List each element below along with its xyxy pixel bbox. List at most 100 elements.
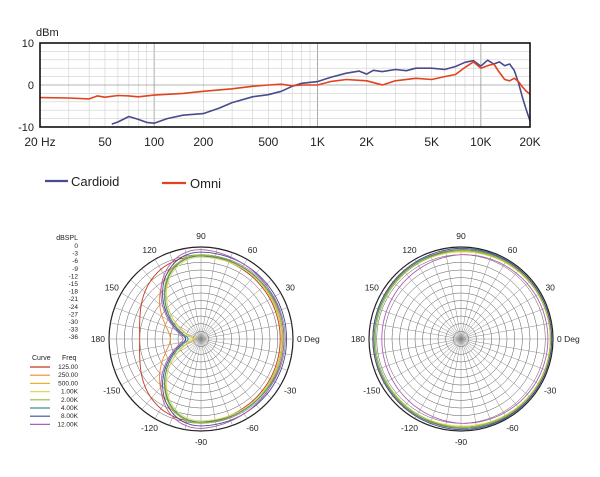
polar-spoke bbox=[121, 292, 202, 340]
series-line-cardioid bbox=[111, 59, 531, 125]
polar-angle-label: 90 bbox=[196, 231, 206, 241]
polar-spoke bbox=[460, 248, 478, 340]
polar-angle-label: 30 bbox=[285, 283, 295, 293]
dbspl-unit-label: dBSPL bbox=[56, 235, 78, 242]
polar-spoke bbox=[460, 338, 548, 371]
dbspl-tick-label: -30 bbox=[69, 319, 79, 326]
polar-spoke bbox=[444, 248, 462, 340]
frequency-response-legend: Cardioid Omni bbox=[45, 174, 221, 191]
polar-plot-cardioid: 90 60 30 0 Deg -30 -60 -90 -120 -150 180 150 120 bbox=[91, 231, 320, 447]
polar-spoke bbox=[200, 338, 218, 430]
polar-angle-label: -90 bbox=[455, 437, 468, 447]
dbspl-tick-label: -12 bbox=[69, 273, 79, 280]
polar-spoke bbox=[460, 338, 521, 410]
polar-curve-4-00k bbox=[373, 249, 553, 429]
curve-legend-freq: 250.00 bbox=[58, 372, 78, 379]
dbspl-tick-label: -24 bbox=[69, 304, 79, 311]
y-tick-label: -10 bbox=[18, 122, 34, 134]
polar-curve-8-00k bbox=[372, 247, 553, 431]
polar-angle-label: 180 bbox=[91, 334, 105, 344]
series-line-omni bbox=[39, 61, 531, 100]
polar-spoke bbox=[429, 252, 462, 340]
polar-spoke bbox=[381, 292, 462, 340]
polar-spoke bbox=[381, 338, 462, 386]
y-tick-label: 0 bbox=[28, 80, 34, 92]
x-tick-label: 50 bbox=[98, 135, 112, 149]
dbspl-tick-label: -21 bbox=[69, 296, 79, 303]
polar-angle-label: -120 bbox=[141, 423, 158, 433]
polar-spoke bbox=[401, 338, 462, 410]
polar-angle-label: 30 bbox=[545, 283, 555, 293]
y-tick-label: 10 bbox=[22, 38, 34, 50]
polar-angle-label: -60 bbox=[246, 423, 259, 433]
polar-spoke bbox=[390, 279, 462, 340]
frequency-response-series bbox=[39, 59, 531, 125]
polar-angle-label: -30 bbox=[284, 386, 297, 396]
polar-spoke bbox=[184, 248, 202, 340]
curve-legend-freq: 500.00 bbox=[58, 380, 78, 387]
x-tick-label: 500 bbox=[258, 135, 278, 149]
dbspl-tick-label: -15 bbox=[69, 281, 79, 288]
polar-spoke bbox=[460, 338, 508, 419]
y-axis-label: dBm bbox=[36, 27, 59, 39]
polar-spoke bbox=[200, 338, 292, 356]
polar-angle-label: 120 bbox=[142, 245, 156, 255]
polar-plot-omni: 90 60 30 0 Deg -30 -60 -90 -120 -150 180 150 120 bbox=[351, 231, 580, 447]
polar-spoke bbox=[141, 338, 202, 410]
polar-curve-500-00 bbox=[165, 254, 282, 424]
x-tick-label: 5K bbox=[424, 135, 439, 149]
dbspl-tick-label: -27 bbox=[69, 311, 79, 318]
x-tick-label: 100 bbox=[144, 135, 164, 149]
polar-spoke bbox=[200, 338, 281, 386]
curve-legend-freq: 12.00K bbox=[57, 421, 78, 428]
polar-curve-12-00k bbox=[381, 254, 549, 424]
x-tick-label: 200 bbox=[193, 135, 213, 149]
polar-curve-2-00k bbox=[374, 250, 551, 428]
polar-angle-label: 60 bbox=[508, 245, 518, 255]
legend-label-cardioid: Cardioid bbox=[71, 174, 119, 189]
polar-curve-125-00 bbox=[139, 255, 281, 423]
polar-curve-12-00k bbox=[160, 249, 285, 429]
polar-angle-label: 150 bbox=[365, 283, 379, 293]
dbspl-tick-label: -36 bbox=[69, 334, 79, 341]
polar-spoke bbox=[460, 279, 532, 340]
frequency-response-frame bbox=[39, 42, 531, 128]
polar-angle-label: 0 Deg bbox=[297, 334, 320, 344]
polar-spoke bbox=[370, 338, 462, 356]
polar-spoke bbox=[390, 338, 462, 399]
polar-spoke bbox=[460, 252, 493, 340]
polar-spoke bbox=[370, 322, 462, 340]
dbspl-scale: dBSPL 0-3-6-9-12-15-18-21-24-27-30-33-36 bbox=[56, 235, 78, 341]
dbspl-tick-label: 0 bbox=[74, 243, 78, 250]
polar-spoke bbox=[200, 248, 218, 340]
polar-spoke bbox=[200, 322, 292, 340]
polar-spoke bbox=[200, 307, 288, 340]
polar-spoke bbox=[154, 259, 202, 340]
polar-spoke bbox=[130, 338, 202, 399]
polar-angle-label: -30 bbox=[544, 386, 557, 396]
polar-spoke bbox=[200, 338, 248, 419]
x-tick-label: 20K bbox=[519, 135, 540, 149]
polar-spoke bbox=[200, 338, 261, 410]
polar-angle-label: 180 bbox=[351, 334, 365, 344]
frequency-response-chart: dBm 100-10 20 Hz 50 100 200 500 1K 2K 5K 10K 20K bbox=[18, 27, 541, 149]
polar-spoke bbox=[130, 279, 202, 340]
polar-angle-label: 0 Deg bbox=[557, 334, 580, 344]
polar-curve-1-00k bbox=[165, 256, 284, 422]
polar-spoke bbox=[460, 322, 552, 340]
x-tick-labels: 20 Hz 50 100 200 500 1K 2K 5K 10K 20K bbox=[24, 135, 540, 149]
polar-spoke bbox=[200, 338, 288, 371]
legend-header-freq: Freq bbox=[62, 355, 77, 362]
polar-angle-label: 120 bbox=[402, 245, 416, 255]
polar-spoke bbox=[141, 268, 202, 340]
curve-legend-freq: 4.00K bbox=[61, 405, 79, 412]
polar-spoke bbox=[460, 307, 548, 340]
polar-spoke bbox=[460, 338, 478, 430]
polar-spoke bbox=[200, 292, 281, 340]
curve-legend-freq: 1.00K bbox=[61, 389, 79, 396]
polar-angle-label: -120 bbox=[401, 423, 418, 433]
dbspl-tick-label: -3 bbox=[72, 251, 78, 258]
polar-spoke bbox=[200, 252, 233, 340]
